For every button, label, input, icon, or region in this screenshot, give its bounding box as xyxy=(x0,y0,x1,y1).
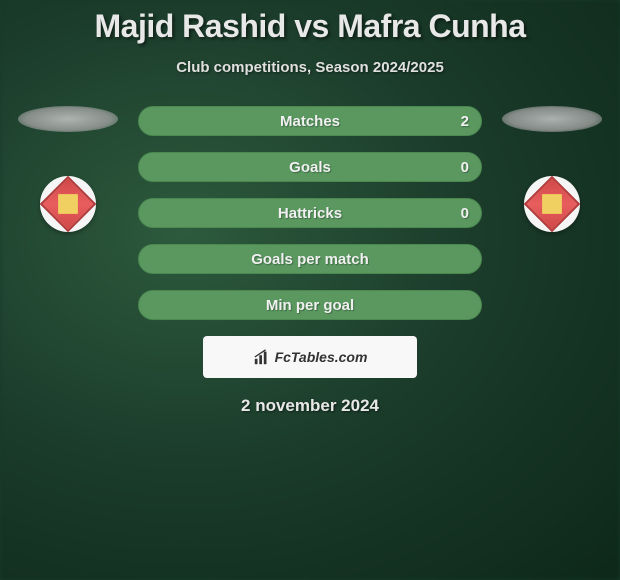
player-right-column xyxy=(502,106,602,232)
attribution-badge: FcTables.com xyxy=(203,336,417,378)
player-silhouette-right xyxy=(502,106,602,132)
stat-label: Hattricks xyxy=(278,205,342,222)
player-silhouette-left xyxy=(18,106,118,132)
club-badge-right xyxy=(524,176,580,232)
stat-right-value: 0 xyxy=(461,205,469,222)
stats-list: Matches 2 Goals 0 Hattricks 0 Goals per … xyxy=(138,106,482,320)
chart-icon xyxy=(253,348,271,366)
date-label: 2 november 2024 xyxy=(0,396,620,416)
stat-label: Goals per match xyxy=(251,251,369,268)
stat-row-goals-per-match: Goals per match xyxy=(138,244,482,274)
stat-right-value: 2 xyxy=(461,113,469,130)
stat-right-value: 0 xyxy=(461,159,469,176)
stat-label: Min per goal xyxy=(266,297,354,314)
stat-label: Goals xyxy=(289,159,331,176)
comparison-container: Matches 2 Goals 0 Hattricks 0 Goals per … xyxy=(0,106,620,320)
player-left-column xyxy=(18,106,118,232)
subtitle: Club competitions, Season 2024/2025 xyxy=(0,59,620,76)
stat-row-goals: Goals 0 xyxy=(138,152,482,182)
stat-row-hattricks: Hattricks 0 xyxy=(138,198,482,228)
club-badge-left xyxy=(40,176,96,232)
stat-row-matches: Matches 2 xyxy=(138,106,482,136)
badge-icon xyxy=(524,176,581,233)
stat-label: Matches xyxy=(280,113,340,130)
page-title: Majid Rashid vs Mafra Cunha xyxy=(0,8,620,45)
stat-row-min-per-goal: Min per goal xyxy=(138,290,482,320)
attribution-label: FcTables.com xyxy=(275,349,368,365)
badge-icon xyxy=(40,176,97,233)
